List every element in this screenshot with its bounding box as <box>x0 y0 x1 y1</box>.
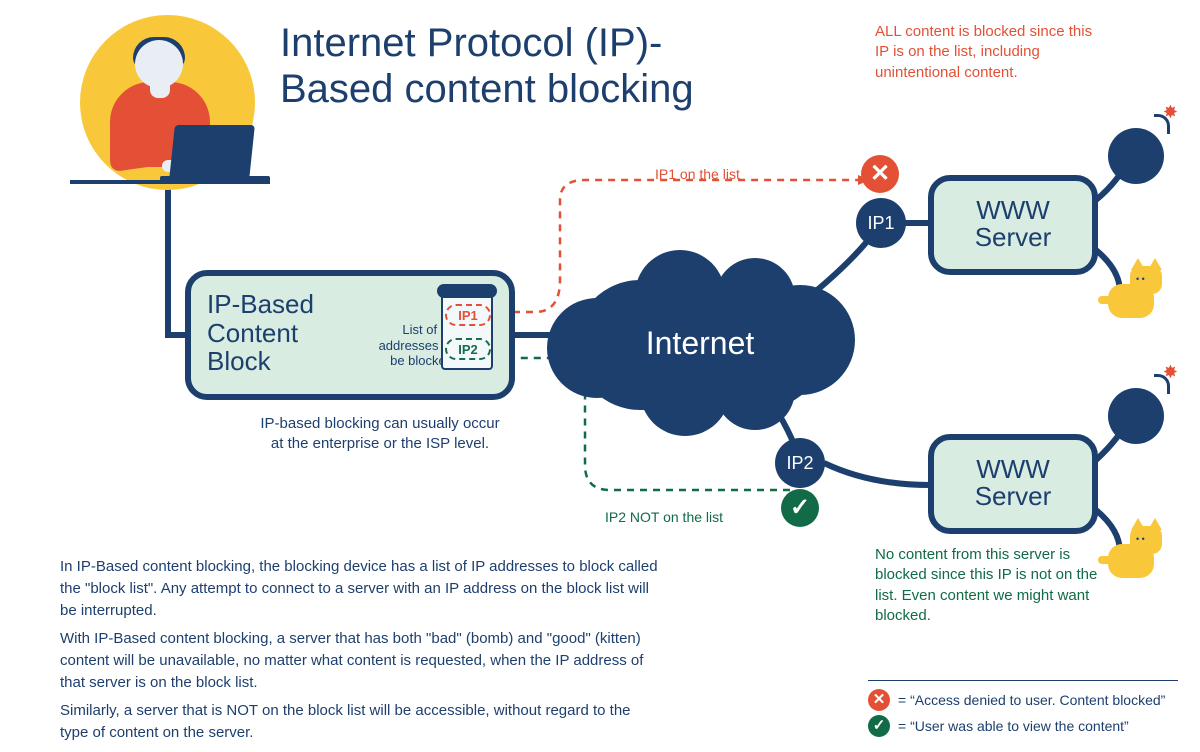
legend-blocked-icon: ✕ <box>868 689 890 711</box>
block-box-footer: IP-based blocking can usually occur at t… <box>255 414 505 455</box>
allowed-icon: ✓ <box>781 489 819 527</box>
kitten-icon-2: • • <box>1104 522 1164 580</box>
paragraph-2: With IP-Based content blocking, a server… <box>60 628 660 693</box>
legend: ✕ = “Access denied to user. Content block… <box>868 680 1178 741</box>
legend-allowed-icon: ✓ <box>868 715 890 737</box>
internet-label: Internet <box>575 325 825 362</box>
bomb-icon-2: ✸ <box>1108 388 1164 444</box>
block-list-scroll: IP1 IP2 <box>439 286 495 376</box>
path-label-ip2: IP2 NOT on the list <box>605 509 723 525</box>
www-server-2: WWW Server <box>928 434 1098 534</box>
blocklist-ip1: IP1 <box>445 304 491 326</box>
paragraph-3: Similarly, a server that is NOT on the b… <box>60 700 660 744</box>
legend-blocked-text: = “Access denied to user. Content blocke… <box>898 692 1165 708</box>
bomb-icon-1: ✸ <box>1108 128 1164 184</box>
ip2-node: IP2 <box>775 438 825 488</box>
kitten-icon-1: • • <box>1104 262 1164 320</box>
ip1-node: IP1 <box>856 198 906 248</box>
annotation-blocked: ALL content is blocked since this IP is … <box>875 22 1105 83</box>
blocklist-ip2: IP2 <box>445 338 491 360</box>
internet-cloud: Internet <box>575 280 825 410</box>
page-title: Internet Protocol (IP)- Based content bl… <box>280 20 694 112</box>
ip-block-box: IP-Based Content Block List of IP addres… <box>185 270 515 400</box>
legend-allowed-text: = “User was able to view the content” <box>898 718 1129 734</box>
desk-line <box>70 180 270 184</box>
paragraph-1: In IP-Based content blocking, the blocki… <box>60 556 660 621</box>
blocked-icon: ✕ <box>861 155 899 193</box>
path-label-ip1: IP1 on the list <box>655 166 740 182</box>
user-illustration <box>100 40 240 190</box>
annotation-allowed: No content from this server is blocked s… <box>875 545 1105 626</box>
www-server-1: WWW Server <box>928 175 1098 275</box>
